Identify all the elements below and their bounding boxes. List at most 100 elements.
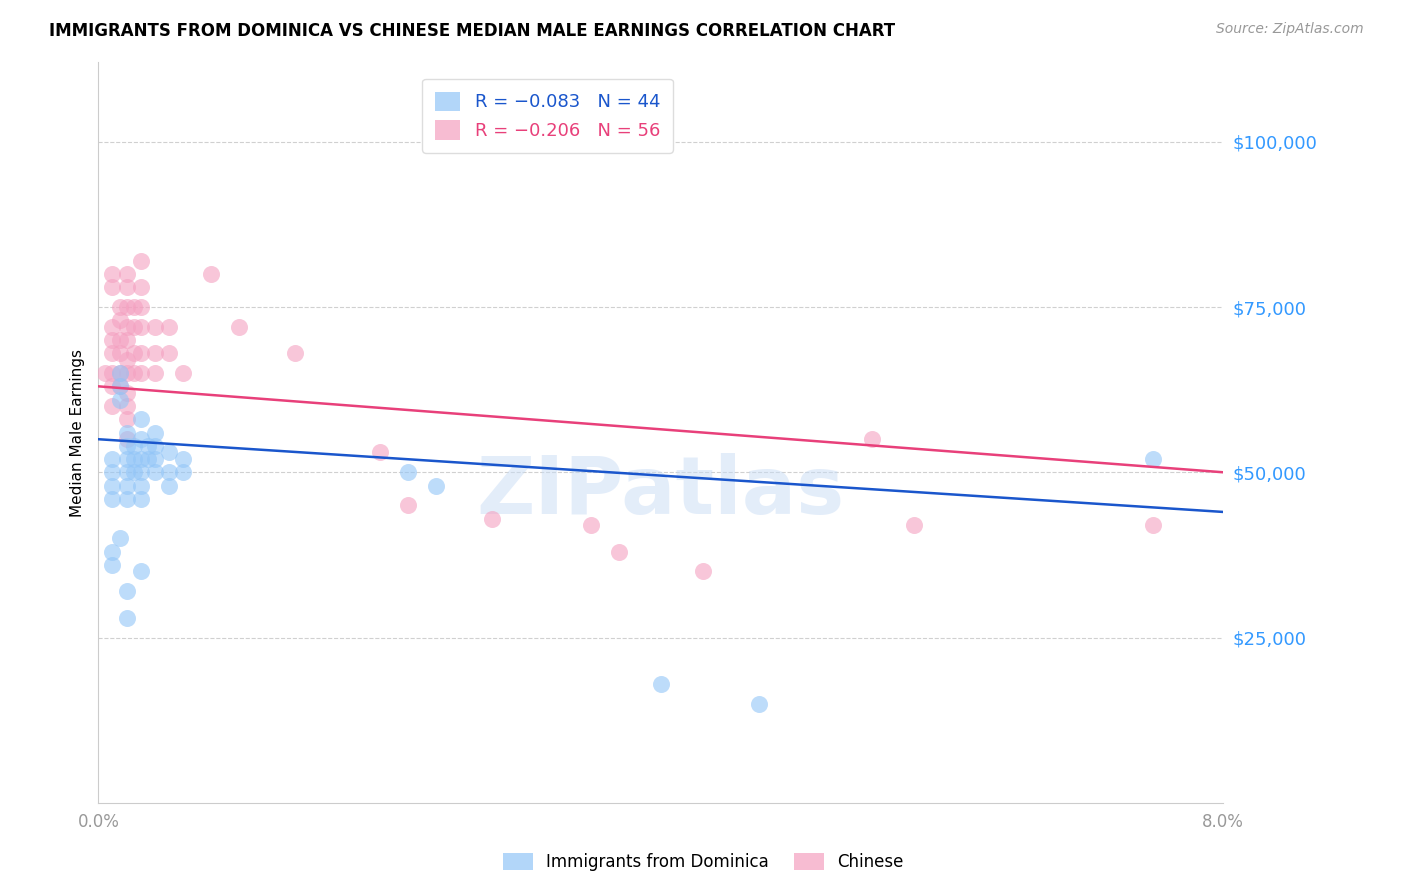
Point bbox=[143, 366, 166, 380]
Point bbox=[122, 300, 145, 314]
Point bbox=[101, 280, 124, 294]
Point bbox=[122, 366, 145, 380]
Point bbox=[101, 319, 124, 334]
Point bbox=[481, 511, 503, 525]
Point bbox=[122, 346, 145, 360]
Point bbox=[129, 452, 152, 467]
Point bbox=[157, 445, 180, 459]
Point bbox=[115, 491, 138, 506]
Point bbox=[129, 300, 152, 314]
Point bbox=[129, 366, 152, 380]
Legend: Immigrants from Dominica, Chinese: Immigrants from Dominica, Chinese bbox=[495, 845, 911, 880]
Point bbox=[129, 253, 152, 268]
Point bbox=[129, 491, 152, 506]
Point bbox=[129, 465, 152, 479]
Point bbox=[115, 319, 138, 334]
Point bbox=[129, 565, 152, 579]
Point bbox=[115, 610, 138, 624]
Point bbox=[115, 366, 138, 380]
Point bbox=[101, 399, 124, 413]
Point bbox=[143, 465, 166, 479]
Point bbox=[129, 319, 152, 334]
Point bbox=[101, 491, 124, 506]
Point bbox=[200, 267, 222, 281]
Point bbox=[122, 452, 145, 467]
Text: Source: ZipAtlas.com: Source: ZipAtlas.com bbox=[1216, 22, 1364, 37]
Point bbox=[157, 478, 180, 492]
Point bbox=[115, 267, 138, 281]
Point bbox=[108, 379, 131, 393]
Point bbox=[284, 346, 307, 360]
Point bbox=[122, 439, 145, 453]
Point bbox=[101, 346, 124, 360]
Point bbox=[108, 532, 131, 546]
Point bbox=[650, 677, 672, 691]
Point bbox=[748, 697, 770, 711]
Point bbox=[115, 425, 138, 440]
Point bbox=[108, 300, 131, 314]
Text: ZIPatlas: ZIPatlas bbox=[477, 453, 845, 531]
Point bbox=[860, 432, 883, 446]
Point bbox=[1142, 518, 1164, 533]
Point bbox=[101, 558, 124, 572]
Point bbox=[115, 432, 138, 446]
Point bbox=[136, 452, 159, 467]
Point bbox=[101, 379, 124, 393]
Point bbox=[115, 465, 138, 479]
Point bbox=[143, 452, 166, 467]
Point bbox=[115, 439, 138, 453]
Point bbox=[108, 333, 131, 347]
Point bbox=[115, 478, 138, 492]
Point bbox=[129, 280, 152, 294]
Point bbox=[115, 333, 138, 347]
Point bbox=[108, 379, 131, 393]
Point bbox=[129, 412, 152, 426]
Point bbox=[692, 565, 714, 579]
Point bbox=[607, 544, 630, 558]
Point bbox=[122, 319, 145, 334]
Point bbox=[101, 366, 124, 380]
Point bbox=[396, 465, 419, 479]
Y-axis label: Median Male Earnings: Median Male Earnings bbox=[69, 349, 84, 516]
Point bbox=[115, 584, 138, 599]
Point bbox=[157, 465, 180, 479]
Point bbox=[228, 319, 250, 334]
Point bbox=[172, 465, 194, 479]
Point bbox=[157, 319, 180, 334]
Point bbox=[129, 432, 152, 446]
Point bbox=[115, 412, 138, 426]
Point bbox=[157, 346, 180, 360]
Point bbox=[579, 518, 602, 533]
Point bbox=[115, 399, 138, 413]
Point bbox=[101, 478, 124, 492]
Point bbox=[101, 465, 124, 479]
Point bbox=[108, 366, 131, 380]
Point bbox=[143, 439, 166, 453]
Point bbox=[396, 499, 419, 513]
Point bbox=[143, 425, 166, 440]
Point bbox=[115, 352, 138, 367]
Point bbox=[101, 452, 124, 467]
Point bbox=[115, 386, 138, 401]
Point bbox=[143, 319, 166, 334]
Point bbox=[108, 346, 131, 360]
Point bbox=[101, 267, 124, 281]
Point bbox=[425, 478, 447, 492]
Point bbox=[108, 313, 131, 327]
Point bbox=[115, 452, 138, 467]
Point bbox=[122, 465, 145, 479]
Legend: R = −0.083   N = 44, R = −0.206   N = 56: R = −0.083 N = 44, R = −0.206 N = 56 bbox=[422, 78, 673, 153]
Point bbox=[129, 478, 152, 492]
Point bbox=[1142, 452, 1164, 467]
Point bbox=[136, 439, 159, 453]
Point bbox=[903, 518, 925, 533]
Point bbox=[129, 346, 152, 360]
Point bbox=[143, 346, 166, 360]
Point bbox=[172, 452, 194, 467]
Point bbox=[101, 333, 124, 347]
Point bbox=[94, 366, 117, 380]
Point bbox=[108, 366, 131, 380]
Point bbox=[368, 445, 391, 459]
Text: IMMIGRANTS FROM DOMINICA VS CHINESE MEDIAN MALE EARNINGS CORRELATION CHART: IMMIGRANTS FROM DOMINICA VS CHINESE MEDI… bbox=[49, 22, 896, 40]
Point bbox=[172, 366, 194, 380]
